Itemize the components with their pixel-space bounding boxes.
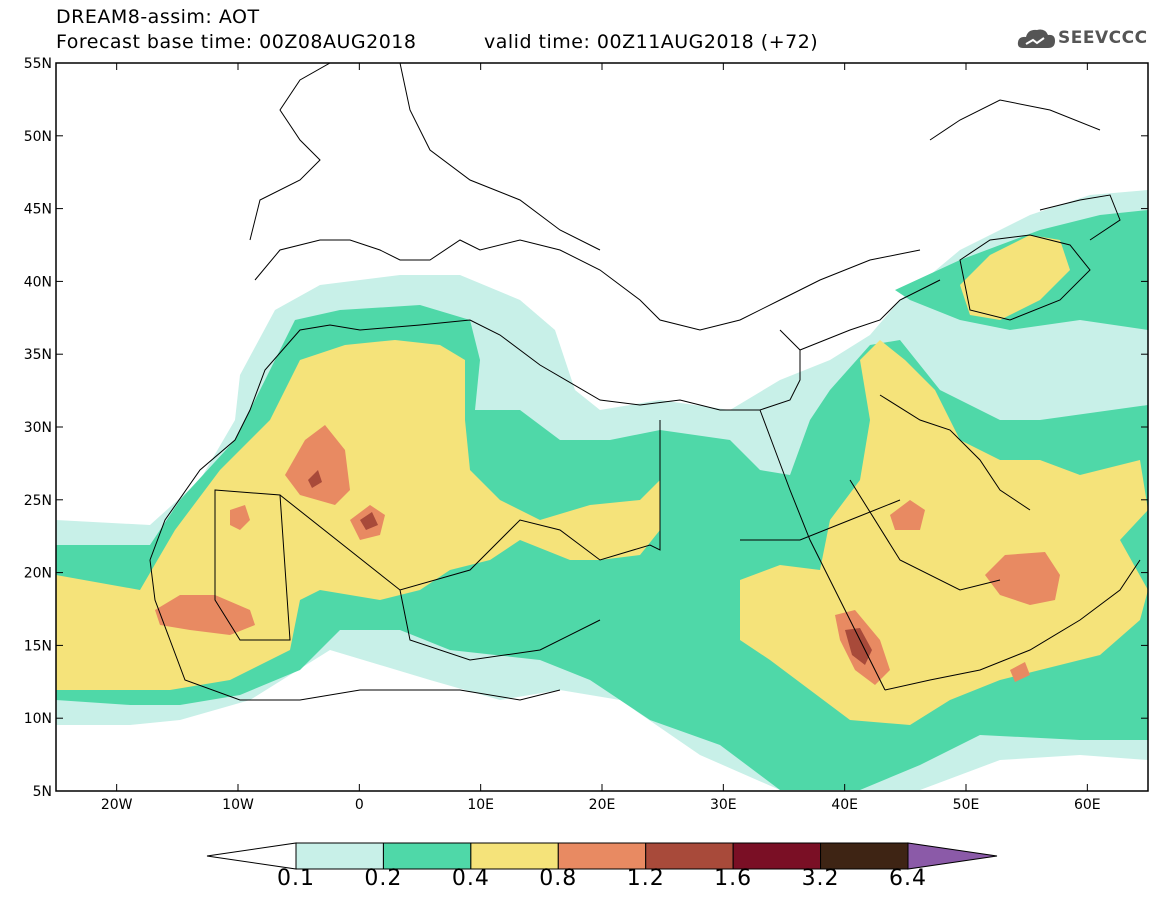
forecast-base-time: Forecast base time: 00Z08AUG2018	[56, 31, 417, 53]
lon-tick-label: 30E	[710, 797, 737, 813]
lon-tick-label: 40E	[831, 797, 858, 813]
lat-tick-label: 5N	[33, 784, 52, 800]
lon-tick-label: 10E	[467, 797, 494, 813]
colorbar-label: 0.2	[364, 866, 403, 891]
colorbar-label: 1.2	[626, 866, 665, 891]
colorbar-label: 1.6	[714, 866, 753, 891]
lat-tick-label: 55N	[24, 56, 52, 72]
colorbar-label: 0.4	[451, 866, 490, 891]
colorbar-cells	[295, 842, 909, 870]
cloud-logo-icon	[1017, 29, 1055, 48]
lat-tick-label: 10N	[24, 711, 52, 727]
lat-tick-label: 15N	[24, 638, 52, 654]
logo-text: SEEVCCC	[1058, 28, 1148, 48]
colorbar-cell	[732, 842, 822, 870]
colorbar-cell	[557, 842, 647, 870]
lat-tick-label: 50N	[24, 129, 52, 145]
lat-tick-label: 25N	[24, 493, 52, 509]
lon-tick-label: 10W	[222, 797, 254, 813]
aot-shading	[56, 190, 1148, 790]
lat-tick-label: 40N	[24, 274, 52, 290]
valid-time: valid time: 00Z11AUG2018 (+72)	[484, 31, 819, 53]
lon-tick-label: 0	[355, 797, 364, 813]
axis-ticks: 20W 10W 0 10E 20E 30E 40E 50E 60E 5N 10N 15N 20N 25N 3…	[24, 56, 1148, 813]
lon-tick-label: 50E	[953, 797, 980, 813]
lat-tick-label: 30N	[24, 420, 52, 436]
colorbar	[206, 842, 998, 870]
coastlines	[149, 63, 1141, 701]
colorbar-label: 3.2	[801, 866, 840, 891]
lat-tick-label: 20N	[24, 566, 52, 582]
lon-tick-label: 20W	[101, 797, 133, 813]
lat-tick-label: 45N	[24, 202, 52, 218]
map-title: DREAM8-assim: AOT	[56, 6, 260, 28]
colorbar-label: 6.4	[889, 866, 927, 891]
colorbar-cell	[295, 842, 384, 870]
colorbar-label: 0.8	[539, 866, 578, 891]
lat-tick-label: 35N	[24, 347, 52, 363]
lon-tick-label: 60E	[1074, 797, 1101, 813]
colorbar-high-arrow	[907, 842, 998, 870]
lon-tick-label: 20E	[589, 797, 616, 813]
colorbar-label: 0.1	[277, 866, 315, 891]
